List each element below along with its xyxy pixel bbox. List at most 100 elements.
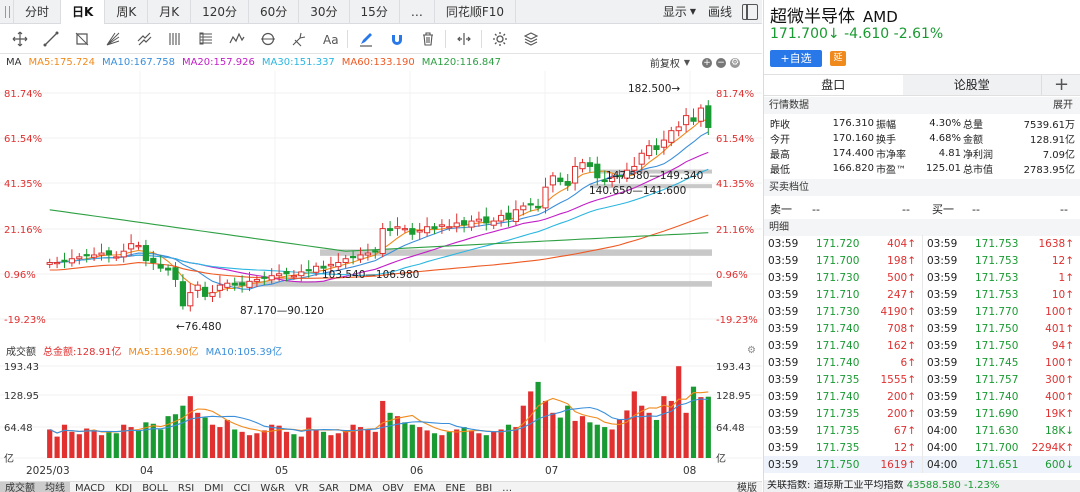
volume-bar xyxy=(639,405,645,458)
channel-icon[interactable] xyxy=(128,24,159,54)
ma-legend-item-4: MA60:133.190 xyxy=(341,57,415,68)
drawing-toolbar: Aa xyxy=(0,24,762,54)
tick-list[interactable]: 03:59 171.720 404↑ 03:59 171.753 1638↑ 03:59 17… xyxy=(764,235,1080,473)
stat-key: 换手 xyxy=(876,135,896,146)
crosshair-icon[interactable] xyxy=(4,24,35,54)
period-tab-0[interactable]: 分时 xyxy=(14,0,62,24)
layers-icon[interactable] xyxy=(515,24,546,54)
display-menu[interactable]: 显示 ▼ xyxy=(657,3,702,20)
bidask-header: 买卖档位 xyxy=(764,179,1080,196)
volume-bar xyxy=(232,429,238,458)
candle-body xyxy=(705,105,712,128)
add-watchlist-button[interactable]: +自选 xyxy=(770,50,822,67)
indicator-tab-7[interactable]: CCI xyxy=(233,483,251,492)
volume-bar xyxy=(387,412,393,458)
zoom-out-icon[interactable]: − xyxy=(716,57,726,68)
period-tab-4[interactable]: 120分 xyxy=(191,0,249,24)
volume-bar xyxy=(365,429,371,458)
period-tab-8[interactable]: … xyxy=(400,0,435,24)
candle-body xyxy=(512,209,519,222)
indicator-tab-4[interactable]: BOLL xyxy=(142,483,168,492)
indicator-tab-12[interactable]: OBV xyxy=(382,483,404,492)
candle-body xyxy=(490,220,497,226)
candle-body xyxy=(305,269,312,272)
tick-row: 03:59 171.740 162↑ 03:59 171.750 94↑ xyxy=(764,337,1080,354)
tick-price: 171.740 xyxy=(816,356,860,369)
pen-icon[interactable] xyxy=(350,24,381,54)
adjust-control[interactable]: 前复权 ▼ + − ⚙ xyxy=(650,55,740,70)
indicator-tab-10[interactable]: SAR xyxy=(318,483,340,492)
indicator-tab-3[interactable]: KDJ xyxy=(114,483,133,492)
volume-legend-item-1: MA5:136.90亿 xyxy=(128,346,199,358)
y-tick-left: 61.54% xyxy=(4,134,42,145)
volume-chart[interactable]: 193.43 193.43 128.95 128.95 64.48 64.48 亿 亿 2025… xyxy=(0,358,762,481)
volume-bar xyxy=(372,431,378,458)
magnet-icon[interactable] xyxy=(381,24,412,54)
period-tab-3[interactable]: 月K xyxy=(148,0,192,24)
tick-price: 171.720 xyxy=(816,237,860,250)
rect-icon[interactable] xyxy=(66,24,97,54)
tick-cell: 03:59 171.710 247↑ xyxy=(764,286,922,303)
panel-toggle-icon[interactable] xyxy=(742,3,758,20)
period-tab-5[interactable]: 60分 xyxy=(249,0,300,24)
line-icon[interactable] xyxy=(35,24,66,54)
circle-icon[interactable] xyxy=(252,24,283,54)
indicator-tab-17[interactable]: 模版 xyxy=(737,483,757,492)
indicator-tab-16[interactable]: … xyxy=(502,483,513,492)
period-tab-9[interactable]: 同花顺F10 xyxy=(435,0,517,24)
volume-bar xyxy=(535,381,541,458)
ma-legend-item-1: MA10:167.758 xyxy=(102,57,175,68)
indicator-tab-11[interactable]: DMA xyxy=(349,483,373,492)
period-tab-7[interactable]: 15分 xyxy=(350,0,400,24)
width-icon[interactable] xyxy=(448,24,479,54)
indicator-tab-2[interactable]: MACD xyxy=(75,483,105,492)
stat-key: 最低 xyxy=(770,165,790,176)
settings-icon[interactable]: ⚙ xyxy=(730,57,740,68)
parallel-icon[interactable] xyxy=(159,24,190,54)
period-tab-1[interactable]: 日K xyxy=(61,0,106,24)
y-tick-left: -19.23% xyxy=(4,315,46,326)
pitchfork-icon[interactable] xyxy=(283,24,314,54)
wave-icon[interactable] xyxy=(221,24,252,54)
tab-forum[interactable]: 论股堂 xyxy=(953,78,990,92)
zoom-in-icon[interactable]: + xyxy=(702,57,712,68)
period-tab-6[interactable]: 30分 xyxy=(299,0,350,24)
draw-line-menu[interactable]: 画线 xyxy=(707,5,732,19)
expand-link[interactable]: 展开 xyxy=(1053,100,1073,111)
candle-body xyxy=(572,165,579,184)
volume-bar xyxy=(343,430,349,458)
price-chart[interactable]: 81.74% 81.74% 61.54% 61.54% 41.35% 41.35% 21.1… xyxy=(0,71,762,342)
indicator-tab-6[interactable]: DMI xyxy=(204,483,224,492)
text-icon[interactable]: Aa xyxy=(314,24,345,54)
indicator-tab-8[interactable]: W&R xyxy=(260,483,285,492)
settings-icon[interactable] xyxy=(484,24,515,54)
period-tab-2[interactable]: 周K xyxy=(105,0,149,24)
indicator-tab-15[interactable]: BBI xyxy=(475,483,493,492)
fib-icon[interactable] xyxy=(190,24,221,54)
indicator-tab-5[interactable]: RSI xyxy=(177,483,195,492)
indicator-tab-13[interactable]: EMA xyxy=(413,483,436,492)
tick-price: 171.740 xyxy=(816,339,860,352)
indicator-tab-0[interactable]: 成交额 xyxy=(0,482,40,492)
tick-price: 171.735 xyxy=(816,424,860,437)
status-index[interactable]: 道琼斯工业平均指数 xyxy=(813,480,904,491)
tick-time: 03:59 xyxy=(768,237,799,250)
candle-body xyxy=(224,282,231,288)
tab-pankou[interactable]: 盘口 xyxy=(764,75,903,95)
candle-body xyxy=(483,216,490,224)
tick-time: 03:59 xyxy=(768,322,799,335)
indicator-tab-1[interactable]: 均线 xyxy=(40,482,70,492)
tick-price: 171.750 xyxy=(975,322,1019,335)
tick-row: 03:59 171.740 6↑ 03:59 171.745 100↑ xyxy=(764,354,1080,371)
volume-settings-icon[interactable]: ⚙ xyxy=(747,344,756,356)
y-tick-left: 81.74% xyxy=(4,89,42,100)
indicator-tab-14[interactable]: ENE xyxy=(445,483,466,492)
tick-time: 03:59 xyxy=(768,339,799,352)
volume-bar xyxy=(335,433,341,458)
indicator-tab-9[interactable]: VR xyxy=(295,483,309,492)
volume-bar xyxy=(454,429,460,458)
fan-icon[interactable] xyxy=(97,24,128,54)
add-tab-icon[interactable]: + xyxy=(1041,75,1080,95)
trash-icon[interactable] xyxy=(412,24,443,54)
grip-handle[interactable] xyxy=(0,0,14,24)
